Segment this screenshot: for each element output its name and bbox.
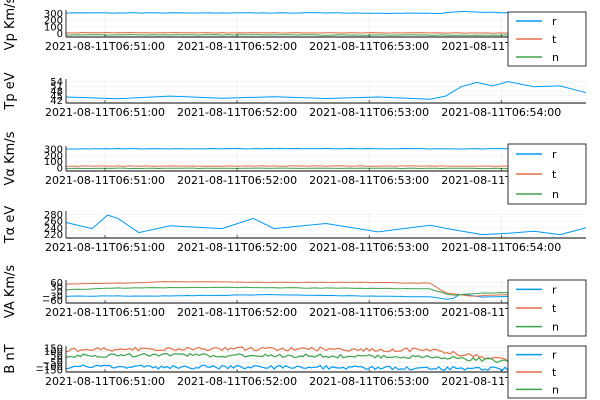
legend-label: r [552,148,557,161]
series-line-n [65,286,587,296]
series-line-r [65,214,587,236]
y-axis-label: Tα eV [3,206,18,245]
y-tick-label: 220 [44,230,63,241]
x-tick-label: 2021-08-11T06:53:00 [309,306,429,319]
y-tick-label: 100 [44,347,63,358]
y-tick-label: −100 [36,362,63,373]
legend-label: n [552,188,559,201]
legend-label: t [552,33,557,46]
x-tick-label: 2021-08-11T06:51:00 [45,241,165,254]
x-tick-label: 2021-08-11T06:53:00 [309,375,429,388]
y-tick-label: −50 [42,358,63,369]
y-tick-label: 100 [44,157,63,168]
y-axis-label: VA Km/s [3,265,18,319]
x-tick-label: 2021-08-11T06:51:00 [45,106,165,119]
legend-label: t [552,366,557,379]
y-tick-label: 42 [50,96,63,107]
y-tick-label: 0 [57,163,63,174]
y-axis-label: B nT [3,344,18,373]
y-tick-label: −30 [42,292,63,303]
series-line-r [65,293,587,300]
legend-label: r [552,283,557,296]
y-tick-label: 54 [50,77,63,88]
x-tick-label: 2021-08-11T06:53:00 [309,40,429,53]
y-tick-label: 150 [44,343,63,354]
x-tick-label: 2021-08-11T06:52:00 [177,306,297,319]
series-line-t [65,346,587,365]
y-tick-label: 51 [50,82,63,93]
series-line-r [65,81,587,100]
y-tick-label: 45 [50,91,63,102]
series-line-t [65,281,587,297]
y-tick-label: 0 [57,29,63,40]
series-line-r [65,364,587,372]
y-tick-label: 200 [44,151,63,162]
legend: rtn [507,11,587,67]
x-tick-label: 2021-08-11T06:51:00 [45,40,165,53]
legend-label: r [552,349,557,362]
legend: rtn [507,143,587,205]
y-tick-label: 60 [50,278,63,289]
y-tick-label: 260 [44,217,63,228]
x-tick-label: 2021-08-11T06:51:00 [45,174,165,187]
y-tick-label: −150 [36,366,63,377]
x-tick-label: 2021-08-11T06:52:00 [177,40,297,53]
y-tick-label: 300 [44,145,63,156]
x-tick-label: 2021-08-11T06:52:00 [177,174,297,187]
series-line-n [66,34,587,37]
x-tick-label: 2021-08-11T06:51:00 [45,306,165,319]
x-tick-label: 2021-08-11T06:52:00 [177,241,297,254]
x-tick-label: 2021-08-11T06:54:00 [441,106,561,119]
series-line-r [66,147,587,150]
y-tick-label: 30 [50,282,63,293]
y-tick-label: 200 [44,16,63,27]
x-tick-label: 2021-08-11T06:51:00 [45,375,165,388]
y-tick-label: 300 [44,9,63,20]
y-tick-label: 240 [44,223,63,234]
legend-label: n [552,383,559,396]
y-tick-label: 48 [50,87,63,98]
y-axis-label: Vα Km/s [3,131,18,185]
y-tick-label: 50 [50,351,63,362]
series-line-r [65,10,586,15]
series-line-n [65,167,587,170]
y-axis-label: Vp Km/s [3,0,18,50]
legend-label: n [552,321,559,334]
y-axis-label: Tp eV [3,72,18,110]
x-tick-label: 2021-08-11T06:53:00 [309,241,429,254]
y-tick-label: 100 [44,22,63,33]
series-line-t [65,165,587,168]
x-tick-label: 2021-08-11T06:53:00 [309,106,429,119]
legend-label: n [552,51,559,64]
x-tick-label: 2021-08-11T06:53:00 [309,174,429,187]
legend-label: t [552,302,557,315]
legend-label: t [552,168,557,181]
y-tick-label: 0 [57,355,63,366]
series-line-n [65,352,587,365]
x-tick-label: 2021-08-11T06:54:00 [441,241,561,254]
legend: rtn [507,279,587,337]
y-tick-label: 280 [44,210,63,221]
series-line-t [66,31,587,35]
legend-label: r [552,15,557,28]
y-tick-label: −60 [42,296,63,307]
x-tick-label: 2021-08-11T06:52:00 [177,106,297,119]
legend: rtn [507,345,587,399]
y-tick-label: 0 [57,287,63,298]
x-tick-label: 2021-08-11T06:52:00 [177,375,297,388]
